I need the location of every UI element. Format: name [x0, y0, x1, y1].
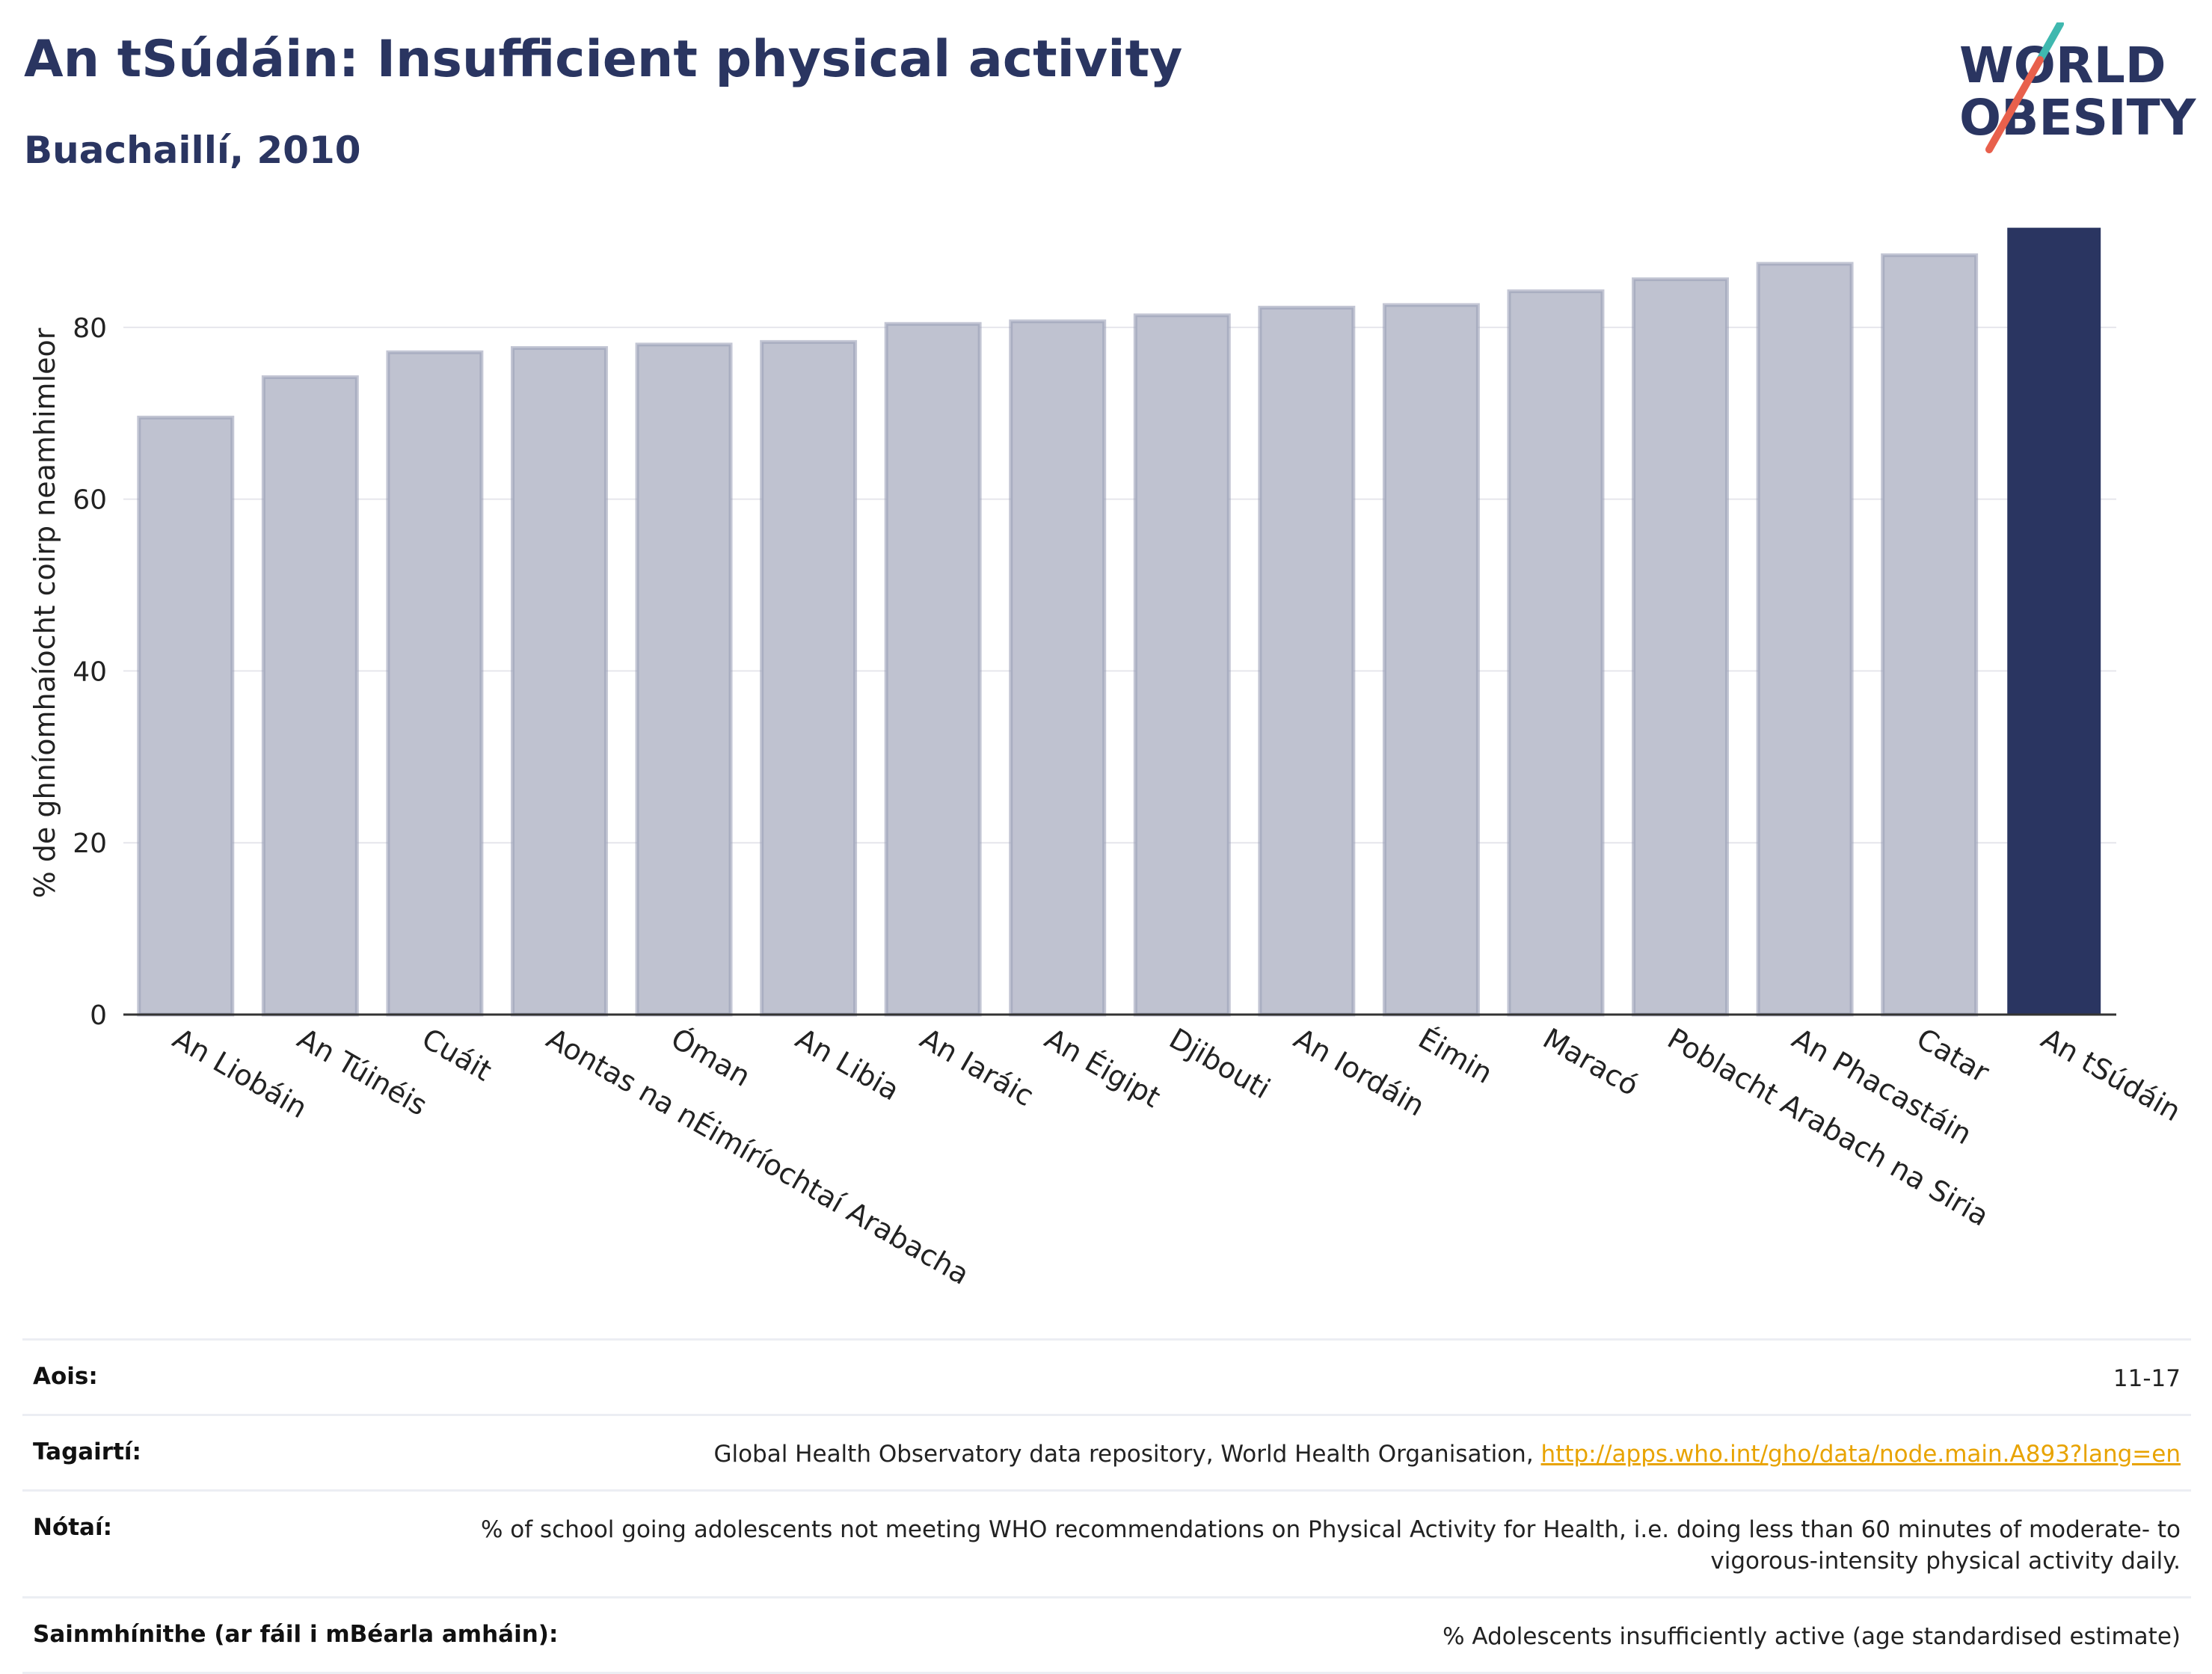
- info-value-references-text: Global Health Observatory data repositor…: [713, 1441, 1541, 1468]
- chart-title: An tSúdáin: Insufficient physical activi…: [24, 30, 1183, 89]
- bar: [884, 321, 982, 1017]
- x-tick-label: Aontas na nÉimíríochtaí Arabacha: [541, 1022, 974, 1291]
- y-tick-label: 0: [90, 1000, 107, 1031]
- bar: [386, 350, 484, 1017]
- bar: [137, 416, 235, 1017]
- bar: [635, 342, 733, 1017]
- y-tick-label: 40: [73, 656, 107, 687]
- info-value-notes: % of school going adolescents not meetin…: [480, 1516, 2181, 1575]
- bar: [1632, 277, 1729, 1017]
- x-tick-label: An Iordáin: [1288, 1022, 1431, 1123]
- y-tick-label: 20: [73, 828, 107, 859]
- world-obesity-logo: WORLD OBESITY: [1959, 22, 2197, 153]
- x-tick-label: An Túinéis: [292, 1022, 432, 1122]
- info-row-notes: Nótaí: % of school going adolescents not…: [22, 1489, 2191, 1596]
- info-value-age: 11-17: [2113, 1365, 2181, 1392]
- info-table: Aois: 11-17 Tagairtí: Global Health Obse…: [22, 1338, 2191, 1674]
- info-value-definitions: % Adolescents insufficiently active (age…: [1443, 1623, 2181, 1650]
- x-tick-label: An Éigipt: [1039, 1022, 1167, 1114]
- info-row-references: Tagairtí: Global Health Observatory data…: [22, 1414, 2191, 1489]
- y-tick-label: 80: [73, 313, 107, 344]
- bar: [2007, 227, 2101, 1015]
- x-tick-label: Maracó: [1537, 1022, 1644, 1103]
- x-tick-label: An Liobáin: [168, 1022, 313, 1125]
- logo-slash-teal: [2036, 22, 2064, 64]
- y-tick-label: 60: [73, 485, 107, 516]
- x-tick-label: An tSúdáin: [2036, 1022, 2187, 1128]
- x-tick-label: Djibouti: [1164, 1022, 1276, 1106]
- bar: [1258, 305, 1356, 1017]
- info-value-references: Global Health Observatory data repositor…: [713, 1438, 2181, 1470]
- x-tick-label: An Iaráic: [915, 1022, 1039, 1113]
- bar: [760, 339, 858, 1017]
- logo-slash-red: [1985, 56, 2044, 153]
- chart-subtitle: Buachaillí, 2010: [24, 129, 361, 172]
- bar: [511, 345, 608, 1017]
- bar: [1756, 262, 1854, 1017]
- bar: [1881, 253, 1979, 1017]
- reference-link[interactable]: http://apps.who.int/gho/data/node.main.A…: [1540, 1441, 2181, 1468]
- info-row-age: Aois: 11-17: [22, 1338, 2191, 1414]
- info-label-age: Aois:: [33, 1363, 98, 1390]
- bar: [1382, 303, 1480, 1017]
- x-tick-label: Catar: [1911, 1022, 1995, 1089]
- bar: [1507, 289, 1605, 1017]
- x-tick-label: An Libia: [790, 1022, 906, 1107]
- bar: [1133, 313, 1231, 1017]
- info-label-references: Tagairtí:: [33, 1438, 141, 1465]
- x-tick-label: Cuáit: [417, 1022, 497, 1088]
- x-tick-label: Óman: [666, 1022, 756, 1093]
- x-tick-label: Éimin: [1413, 1022, 1498, 1090]
- info-row-definitions: Sainmhínithe (ar fáil i mBéarla amháin):…: [22, 1596, 2191, 1674]
- logo-line-1: WORLD: [1959, 37, 2166, 94]
- bar: [261, 375, 359, 1017]
- info-label-notes: Nótaí:: [33, 1514, 113, 1541]
- bar: [1009, 319, 1107, 1017]
- info-label-definitions: Sainmhínithe (ar fáil i mBéarla amháin):: [33, 1621, 559, 1648]
